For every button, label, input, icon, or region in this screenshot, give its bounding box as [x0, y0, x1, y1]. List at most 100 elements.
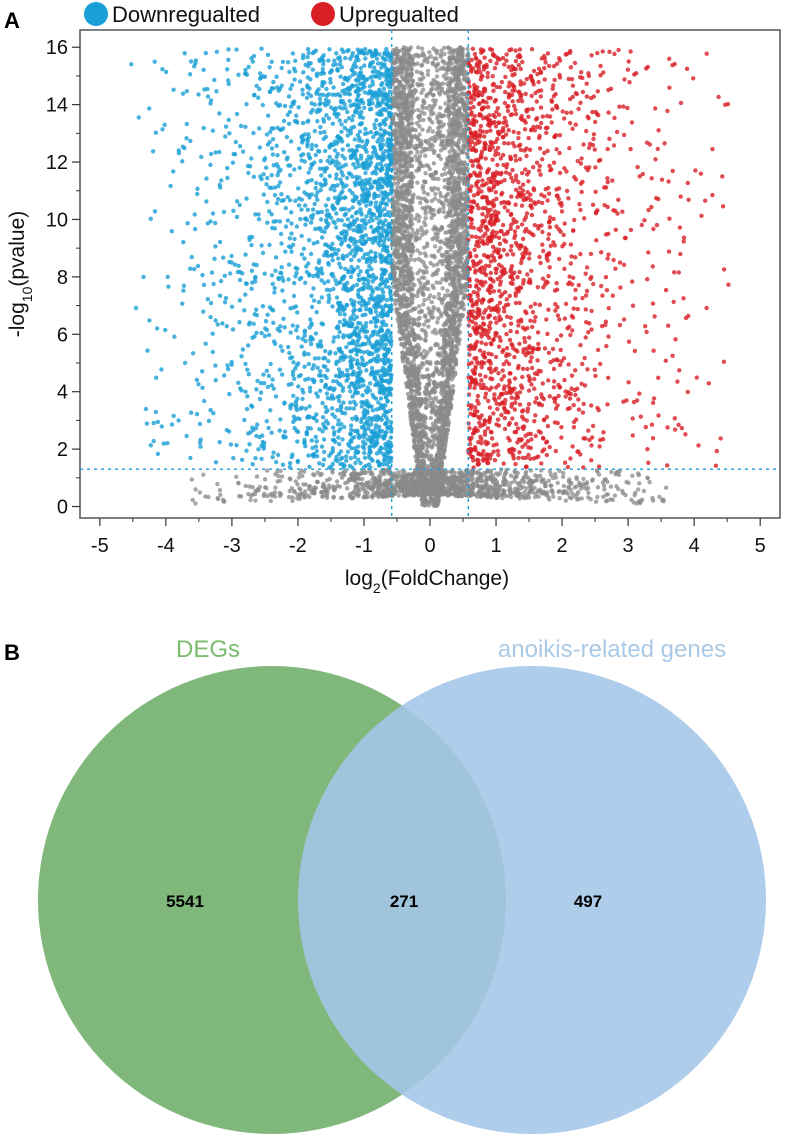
point-not-significant	[355, 476, 360, 481]
point-not-significant	[417, 439, 422, 444]
point-downregulated	[334, 295, 340, 300]
point-not-significant	[403, 213, 409, 219]
point-not-significant	[528, 484, 533, 489]
point-not-significant	[624, 479, 629, 485]
point-not-significant	[436, 82, 441, 87]
point-not-significant	[429, 460, 434, 465]
point-not-significant	[419, 327, 425, 333]
point-not-significant	[405, 144, 411, 150]
point-not-significant	[189, 477, 194, 482]
point-not-significant	[593, 499, 599, 504]
point-not-significant	[418, 138, 424, 144]
point-not-significant	[521, 476, 526, 481]
point-not-significant	[482, 473, 487, 478]
point-not-significant	[430, 330, 436, 335]
point-downregulated	[306, 361, 312, 367]
point-downregulated	[332, 335, 337, 340]
point-not-significant	[423, 392, 428, 397]
point-not-significant	[437, 209, 442, 214]
point-not-significant	[445, 242, 450, 248]
point-not-significant	[581, 476, 586, 482]
point-not-significant	[452, 268, 457, 273]
point-not-significant	[425, 68, 431, 74]
point-not-significant	[494, 495, 499, 500]
point-not-significant	[412, 438, 418, 443]
point-not-significant	[303, 482, 308, 487]
point-not-significant	[408, 202, 413, 207]
point-not-significant	[450, 373, 455, 378]
point-not-significant	[405, 374, 411, 379]
point-not-significant	[394, 99, 399, 104]
point-not-significant	[586, 485, 591, 491]
point-not-significant	[443, 400, 449, 406]
point-not-significant	[443, 161, 449, 166]
point-not-significant	[549, 483, 554, 488]
point-not-significant	[455, 202, 460, 207]
point-not-significant	[440, 81, 446, 86]
point-not-significant	[253, 488, 258, 494]
point-not-significant	[270, 493, 275, 498]
point-not-significant	[590, 477, 595, 482]
point-not-significant	[410, 103, 415, 108]
point-not-significant	[309, 488, 314, 493]
point-not-significant	[455, 346, 460, 352]
point-not-significant	[429, 87, 434, 92]
point-not-significant	[420, 492, 425, 498]
point-not-significant	[419, 225, 424, 230]
point-not-significant	[495, 491, 500, 496]
point-not-significant	[414, 168, 419, 173]
point-not-significant	[376, 474, 382, 479]
point-not-significant	[413, 89, 418, 94]
point-not-significant	[215, 481, 220, 487]
point-not-significant	[508, 491, 513, 497]
point-not-significant	[436, 316, 441, 321]
point-not-significant	[402, 138, 407, 144]
point-not-significant	[446, 396, 451, 402]
point-not-significant	[632, 493, 637, 498]
point-not-significant	[396, 168, 401, 173]
point-not-significant	[431, 93, 436, 98]
point-not-significant	[441, 296, 447, 301]
point-not-significant	[438, 54, 444, 59]
point-not-significant	[421, 75, 426, 80]
point-not-significant	[323, 487, 328, 492]
point-not-significant	[424, 479, 429, 485]
point-not-significant	[435, 417, 440, 422]
point-not-significant	[430, 61, 436, 67]
point-not-significant	[420, 355, 426, 360]
point-not-significant	[411, 358, 417, 363]
point-not-significant	[447, 258, 452, 264]
point-not-significant	[337, 484, 342, 489]
point-not-significant	[449, 474, 454, 479]
point-not-significant	[394, 215, 400, 221]
point-not-significant	[332, 485, 338, 490]
point-not-significant	[396, 493, 401, 498]
point-not-significant	[448, 325, 454, 330]
point-not-significant	[570, 491, 575, 496]
point-not-significant	[421, 53, 427, 58]
point-not-significant	[373, 484, 378, 489]
point-not-significant	[437, 454, 443, 459]
point-not-significant	[395, 473, 400, 479]
point-not-significant	[438, 194, 444, 199]
point-not-significant	[448, 405, 454, 410]
point-not-significant	[555, 480, 560, 486]
point-not-significant	[264, 486, 269, 491]
point-not-significant	[421, 190, 427, 195]
point-downregulated	[317, 96, 323, 102]
point-not-significant	[324, 478, 330, 483]
point-not-significant	[410, 293, 415, 298]
point-not-significant	[445, 412, 451, 417]
point-not-significant	[425, 279, 430, 284]
point-not-significant	[458, 284, 463, 290]
point-not-significant	[409, 217, 414, 222]
point-not-significant	[442, 455, 447, 460]
point-not-significant	[393, 92, 399, 98]
point-not-significant	[452, 255, 458, 260]
point-not-significant	[575, 497, 580, 502]
point-not-significant	[428, 142, 434, 147]
point-not-significant	[437, 92, 443, 97]
point-not-significant	[445, 81, 450, 87]
point-not-significant	[428, 471, 434, 477]
